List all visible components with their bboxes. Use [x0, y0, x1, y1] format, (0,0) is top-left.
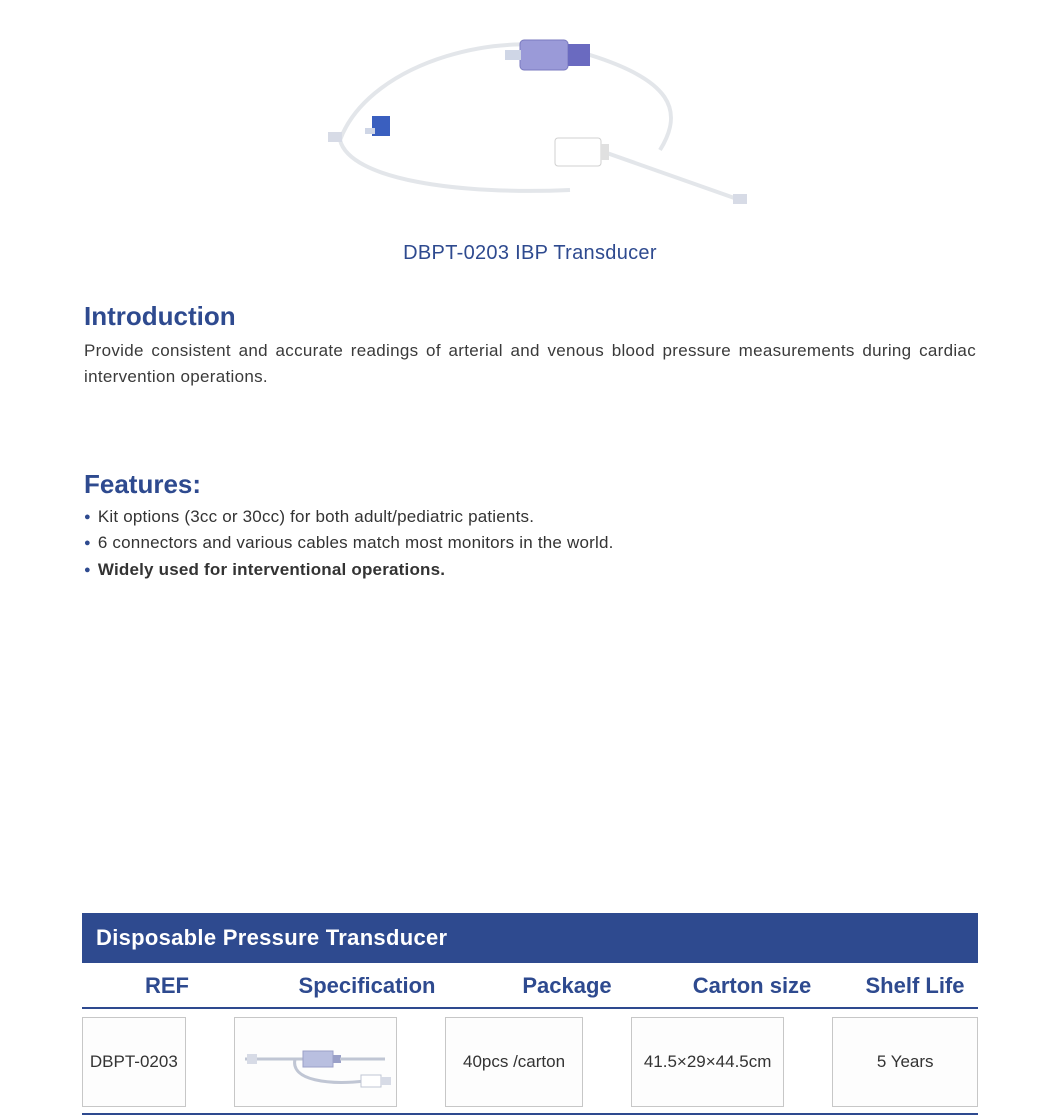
feature-item: Widely used for interventional operation…	[84, 557, 976, 583]
feature-item: 6 connectors and various cables match mo…	[84, 530, 976, 556]
cell-specification-image	[234, 1017, 398, 1107]
introduction-text: Provide consistent and accurate readings…	[84, 338, 976, 389]
features-list: Kit options (3cc or 30cc) for both adult…	[84, 504, 976, 583]
cell-shelf-life: 5 Years	[832, 1017, 978, 1107]
features-heading: Features:	[84, 469, 976, 500]
table-title: Disposable Pressure Transducer	[82, 913, 978, 963]
cell-package: 40pcs /carton	[445, 1017, 583, 1107]
table-row: DBPT-0203 40pcs /carton 41.5×29×44.5cm 5…	[82, 1009, 978, 1115]
cell-carton-size: 41.5×29×44.5cm	[631, 1017, 785, 1107]
column-header-cart: Carton size	[652, 973, 852, 999]
introduction-heading: Introduction	[84, 301, 976, 332]
column-header-pkg: Package	[482, 973, 652, 999]
spec-table: Disposable Pressure Transducer REF Speci…	[0, 913, 1060, 1115]
column-header-ref: REF	[82, 973, 252, 999]
product-caption: DBPT-0203 IBP Transducer	[403, 242, 657, 265]
product-image	[310, 20, 750, 230]
column-header-life: Shelf Life	[852, 973, 978, 999]
feature-item: Kit options (3cc or 30cc) for both adult…	[84, 504, 976, 530]
column-header-spec: Specification	[252, 973, 482, 999]
cell-ref: DBPT-0203	[82, 1017, 186, 1107]
table-header-row: REF Specification Package Carton size Sh…	[82, 963, 978, 1009]
